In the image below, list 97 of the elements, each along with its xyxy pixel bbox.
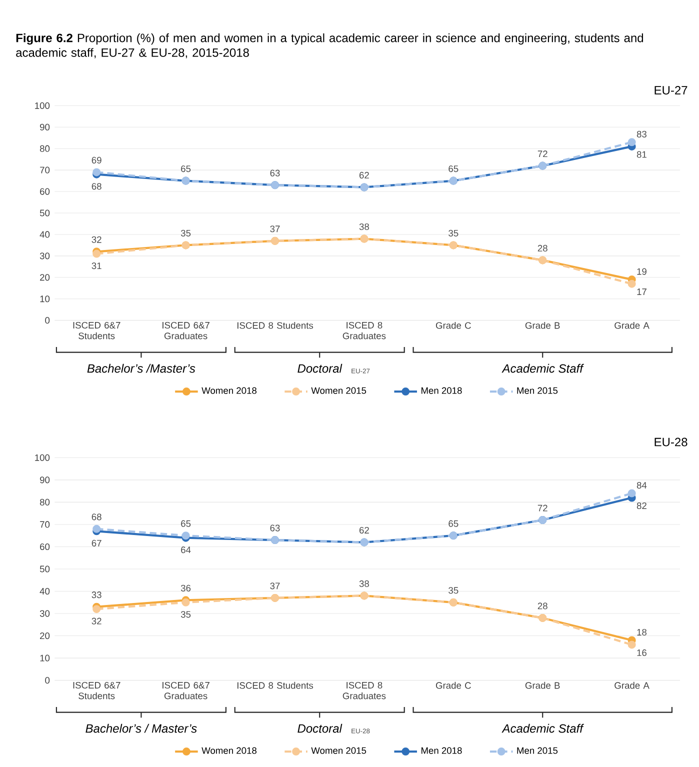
x-tick-label: ISCED 6&7 Students bbox=[73, 322, 120, 340]
data-label: 67 bbox=[92, 540, 102, 546]
legend-label: Men 2018 bbox=[421, 387, 462, 394]
legend-label: Men 2015 bbox=[517, 387, 558, 394]
x-tick-label: ISCED 8 Students bbox=[237, 682, 314, 689]
data-label: 28 bbox=[538, 244, 548, 252]
legend-label: Men 2015 bbox=[517, 747, 558, 754]
data-label: 35 bbox=[448, 230, 458, 236]
x-tick-label: ISCED 6&7 Graduates bbox=[162, 682, 210, 700]
data-label: 64 bbox=[181, 546, 191, 554]
data-label: 84 bbox=[636, 482, 647, 489]
data-label: 19 bbox=[637, 268, 646, 275]
y-tick-label: 60 bbox=[40, 188, 50, 195]
data-label: 35 bbox=[448, 587, 458, 594]
y-tick-label: 20 bbox=[40, 632, 50, 640]
point bbox=[92, 524, 101, 533]
text: Bachelor’s /Master’s bbox=[87, 364, 196, 373]
data-label: 68 bbox=[92, 514, 102, 520]
x-tick-label: ISCED 8 Students bbox=[237, 322, 314, 329]
y-tick-label: 30 bbox=[40, 610, 50, 617]
y-tick-label: 50 bbox=[40, 566, 50, 572]
legend-label: Women 2018 bbox=[202, 747, 256, 754]
data-label: 65 bbox=[181, 520, 191, 527]
y-tick-label: 60 bbox=[40, 543, 50, 550]
y-tick-label: 40 bbox=[40, 231, 50, 238]
data-label: 72 bbox=[538, 504, 548, 512]
data-label: 65 bbox=[181, 165, 191, 172]
x-tick-label: ISCED 8 Graduates bbox=[342, 682, 386, 700]
point bbox=[92, 605, 101, 614]
y-tick-label: 100 bbox=[35, 102, 50, 109]
data-label: 83 bbox=[636, 130, 646, 138]
y-tick-label: 90 bbox=[40, 124, 50, 130]
x-tick-label: Grade C bbox=[436, 322, 471, 329]
chart-subtitle: EU-28 bbox=[654, 438, 688, 446]
data-label: 62 bbox=[359, 526, 369, 534]
data-label: 35 bbox=[180, 230, 191, 236]
data-label: 31 bbox=[92, 262, 102, 270]
data-label: 32 bbox=[92, 236, 102, 243]
y-tick-label: 100 bbox=[35, 454, 50, 461]
data-label: 35 bbox=[180, 611, 191, 618]
data-label: 62 bbox=[359, 172, 369, 179]
data-label: 69 bbox=[92, 156, 102, 164]
legend-label: Men 2018 bbox=[421, 747, 462, 754]
y-tick-label: 50 bbox=[40, 210, 50, 216]
data-label: 38 bbox=[359, 223, 369, 230]
data-label: 63 bbox=[270, 170, 280, 176]
y-tick-label: 0 bbox=[45, 677, 50, 684]
x-tick-label: Grade A bbox=[614, 682, 650, 689]
legend-label: Women 2015 bbox=[311, 747, 366, 754]
chart-subtitle: EU-27 bbox=[654, 86, 688, 95]
data-label: 65 bbox=[448, 165, 458, 172]
y-tick-label: 70 bbox=[40, 166, 50, 174]
y-tick-label: 20 bbox=[40, 274, 50, 281]
x-tick-label: ISCED 6&7 Graduates bbox=[162, 322, 210, 340]
point bbox=[628, 138, 636, 146]
text: Academic Staff bbox=[502, 364, 584, 373]
point bbox=[628, 489, 636, 498]
y-tick-label: 80 bbox=[40, 145, 50, 152]
x-tick-label: ISCED 8 Graduates bbox=[342, 322, 386, 340]
x-tick-label: ISCED 6&7 Students bbox=[73, 682, 120, 700]
data-label: 18 bbox=[637, 628, 647, 636]
data-label: 65 bbox=[448, 520, 458, 527]
x-tick-label: Grade B bbox=[525, 682, 560, 689]
data-label: 32 bbox=[92, 618, 102, 624]
x-tick-label: Grade B bbox=[525, 322, 560, 329]
y-tick-label: 10 bbox=[40, 654, 50, 662]
data-label: 37 bbox=[270, 582, 280, 590]
legend-label: Women 2015 bbox=[311, 387, 366, 394]
text: Doctoral bbox=[298, 724, 342, 733]
y-tick-label: 90 bbox=[40, 476, 50, 484]
data-label: 63 bbox=[270, 524, 280, 532]
point bbox=[628, 640, 636, 649]
data-label: 17 bbox=[637, 288, 646, 295]
data-label: 37 bbox=[270, 226, 280, 232]
data-label: 68 bbox=[92, 183, 102, 190]
y-tick-label: 30 bbox=[40, 252, 50, 260]
point bbox=[628, 280, 636, 288]
text: Doctoral bbox=[298, 364, 342, 373]
data-label: 36 bbox=[180, 584, 191, 592]
y-tick-label: 40 bbox=[40, 588, 50, 595]
text: Bachelor’s / Master’s bbox=[86, 724, 197, 733]
data-label: 38 bbox=[359, 580, 369, 587]
legend-label: Women 2018 bbox=[202, 387, 256, 394]
chart-title: Figure 6.2 Proportion (%) of men and women in a typical academic career in science and engineering, students and academic staff, EU-27 & EU-28, 2015-2018 bbox=[16, 33, 644, 58]
data-label: 82 bbox=[636, 502, 646, 510]
x-tick-label: Grade C bbox=[436, 682, 471, 689]
y-tick-label: 80 bbox=[40, 498, 50, 506]
data-label: 33 bbox=[92, 592, 102, 598]
data-label: 81 bbox=[636, 151, 646, 158]
data-label: 16 bbox=[637, 649, 646, 656]
x-tick-label: Grade A bbox=[614, 322, 650, 329]
data-label: 28 bbox=[538, 602, 548, 610]
y-tick-label: 10 bbox=[40, 296, 50, 302]
y-tick-label: 0 bbox=[45, 317, 50, 324]
text: Academic Staff bbox=[502, 724, 584, 733]
y-tick-label: 70 bbox=[40, 521, 50, 528]
data-label: 72 bbox=[538, 150, 548, 158]
